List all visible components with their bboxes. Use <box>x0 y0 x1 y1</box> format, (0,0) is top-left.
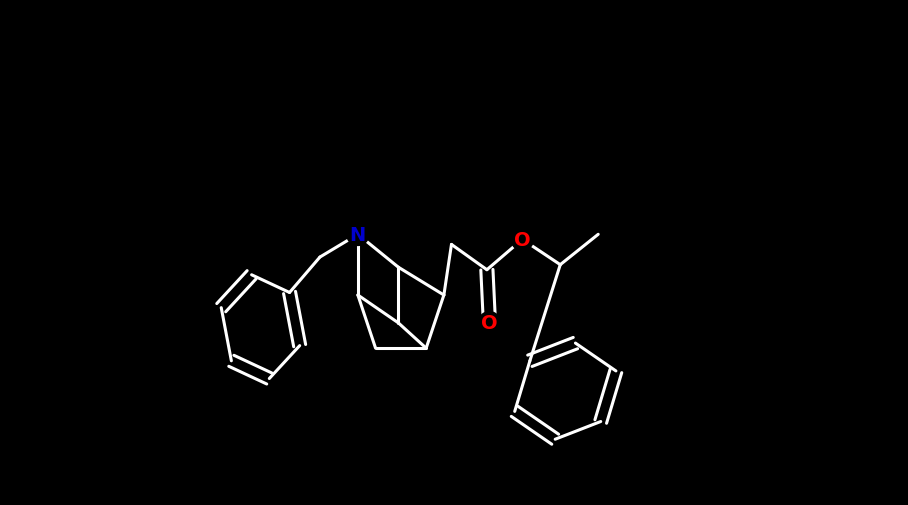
Circle shape <box>511 229 533 251</box>
Text: O: O <box>481 314 498 333</box>
Text: O: O <box>514 230 530 249</box>
Text: N: N <box>350 225 366 244</box>
Circle shape <box>347 224 369 246</box>
Circle shape <box>479 312 500 334</box>
